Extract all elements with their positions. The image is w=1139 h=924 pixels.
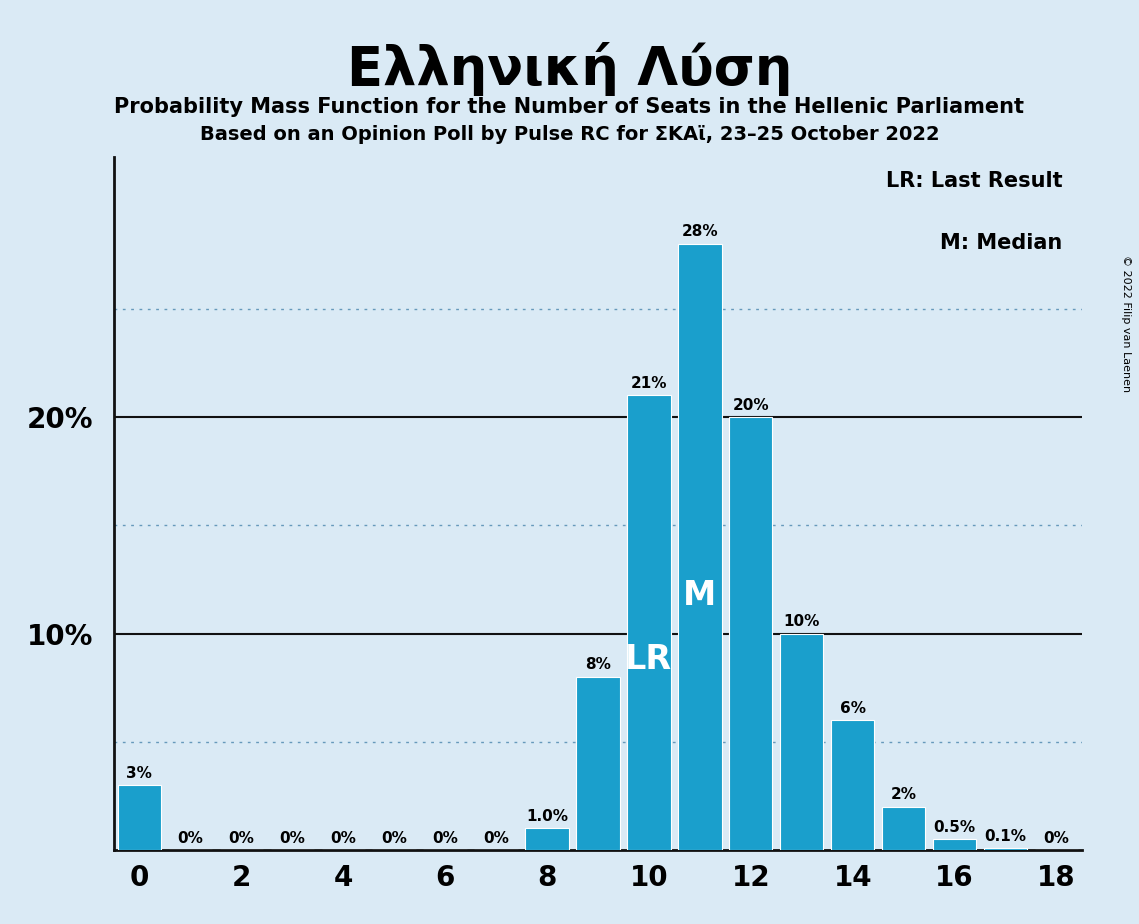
Text: © 2022 Filip van Laenen: © 2022 Filip van Laenen [1121,255,1131,392]
Text: LR: Last Result: LR: Last Result [886,171,1063,191]
Text: 3%: 3% [126,766,153,781]
Bar [678,244,721,850]
Text: M: Median: M: Median [941,234,1063,253]
Text: 1.0%: 1.0% [526,809,568,824]
Bar [525,829,568,850]
Bar [882,807,925,850]
Bar [729,417,772,850]
Text: 0%: 0% [382,831,407,845]
Text: 0%: 0% [483,831,509,845]
Bar [933,839,976,850]
Text: 2%: 2% [891,787,917,802]
Text: 6%: 6% [839,700,866,716]
Text: Ελληνική Λύση: Ελληνική Λύση [346,42,793,95]
Bar [831,720,875,850]
Text: 0%: 0% [228,831,254,845]
Text: Probability Mass Function for the Number of Seats in the Hellenic Parliament: Probability Mass Function for the Number… [115,97,1024,117]
Text: 0%: 0% [432,831,458,845]
Text: 0.1%: 0.1% [984,829,1026,844]
Bar [628,395,671,850]
Text: 0%: 0% [330,831,357,845]
Text: 20%: 20% [732,397,769,413]
Text: 0%: 0% [1043,831,1070,845]
Bar [984,848,1027,850]
Text: 21%: 21% [631,376,667,391]
Text: 8%: 8% [585,658,611,673]
Text: 28%: 28% [681,225,719,239]
Text: Based on an Opinion Poll by Pulse RC for ΣΚΑϊ, 23–25 October 2022: Based on an Opinion Poll by Pulse RC for… [199,125,940,144]
Text: 0%: 0% [279,831,305,845]
Text: 0.5%: 0.5% [934,820,976,835]
Text: 0%: 0% [178,831,203,845]
Bar [117,785,161,850]
Bar [780,634,823,850]
Bar [576,676,620,850]
Text: M: M [683,579,716,612]
Text: LR: LR [625,642,672,675]
Text: 10%: 10% [784,614,820,629]
